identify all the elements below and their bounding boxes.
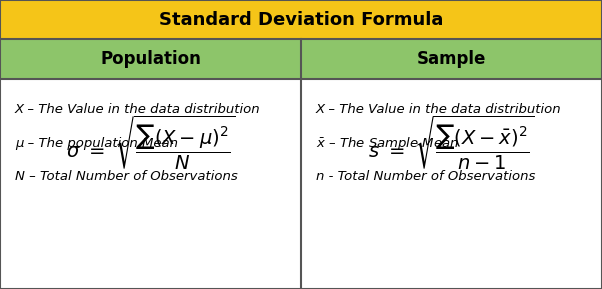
Text: Population: Population [100,50,201,68]
Text: n - Total Number of Observations: n - Total Number of Observations [316,170,535,183]
Text: $s\ =\ \sqrt{\dfrac{\sum(X - \bar{x})^2}{n-1}}$: $s\ =\ \sqrt{\dfrac{\sum(X - \bar{x})^2}… [368,114,535,172]
Bar [0,0,602,39]
Text: Sample: Sample [417,50,486,68]
Bar [0,39,602,79]
Text: μ – The population Mean: μ – The population Mean [15,137,178,149]
Text: X – The Value in the data distribution: X – The Value in the data distribution [15,103,261,116]
Text: $\bar{x}$ – The Sample Mean: $\bar{x}$ – The Sample Mean [316,135,459,151]
Text: Standard Deviation Formula: Standard Deviation Formula [159,10,443,29]
Text: $\sigma\ =\ \sqrt{\dfrac{\sum(X - \mu)^2}{N}}$: $\sigma\ =\ \sqrt{\dfrac{\sum(X - \mu)^2… [66,114,235,172]
Bar [0,79,602,289]
Text: X – The Value in the data distribution: X – The Value in the data distribution [316,103,562,116]
Text: N – Total Number of Observations: N – Total Number of Observations [15,170,238,183]
